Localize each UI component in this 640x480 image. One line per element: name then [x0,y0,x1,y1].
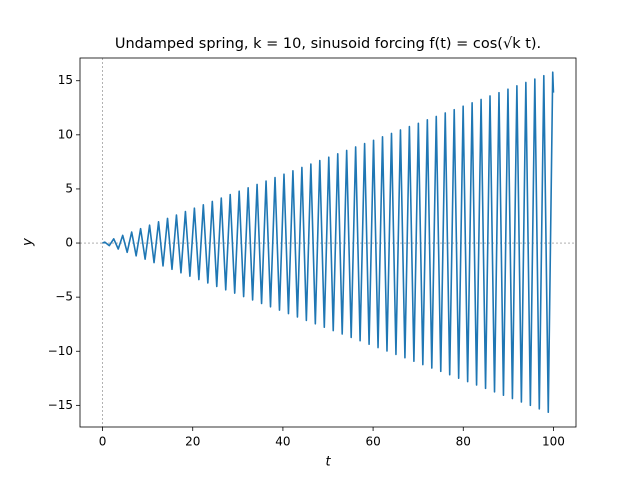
y-tick-label: −15 [48,398,73,412]
y-tick-label: −5 [55,290,73,304]
x-tick-label: 80 [456,435,471,449]
plot-frame [79,57,577,428]
x-tick-label: 0 [99,435,107,449]
x-tick-label: 60 [365,435,380,449]
y-tick-label: 0 [65,236,73,250]
y-tick-label: −10 [48,344,73,358]
data-line [102,71,555,413]
x-tick-label: 100 [542,435,565,449]
x-axis-label: t [325,455,331,470]
y-tick-label: 15 [58,73,73,87]
x-tick-label: 40 [275,435,290,449]
y-tick-label: 10 [58,127,73,141]
y-axis-label: y [21,238,36,247]
x-tick-label: 20 [185,435,200,449]
y-tick-label: 5 [65,181,73,195]
chart-title: Undamped spring, k = 10, sinusoid forcin… [115,36,541,52]
